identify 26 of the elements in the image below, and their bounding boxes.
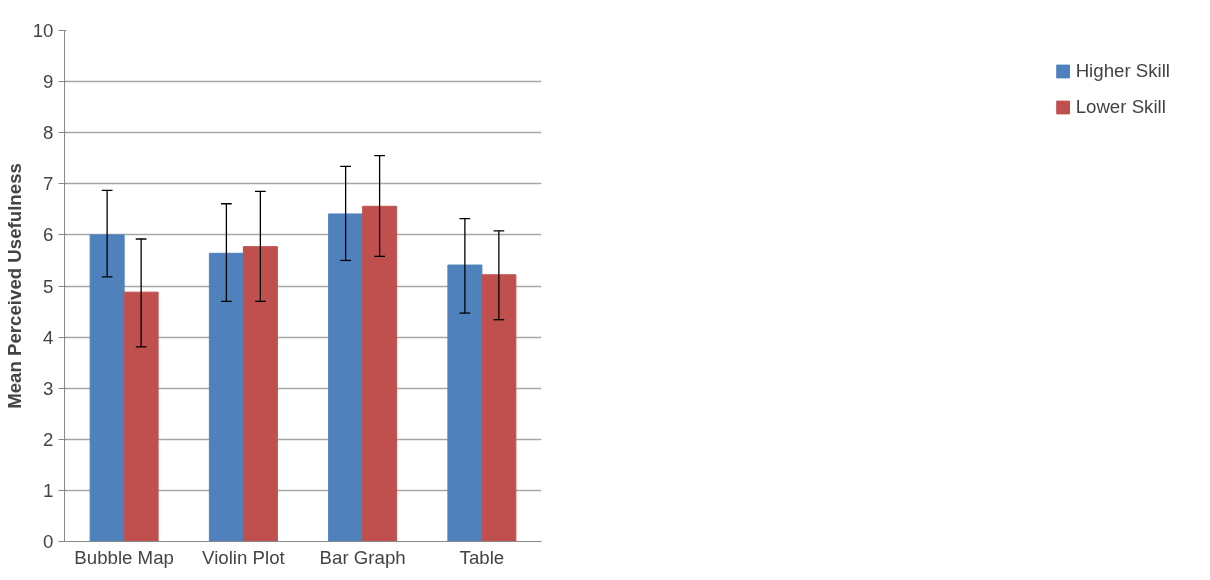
- y-tick-label: 2: [43, 428, 54, 450]
- y-tick-label: 8: [43, 122, 54, 144]
- y-tick-label: 5: [43, 275, 54, 297]
- bar: [208, 252, 244, 542]
- y-tick-label: 7: [43, 173, 54, 195]
- x-tick-label: Bubble Map: [74, 546, 174, 568]
- y-tick-label: 6: [43, 224, 54, 246]
- bar: [89, 234, 125, 542]
- x-tick-label: Bar Graph: [319, 546, 406, 568]
- y-tick-label: 3: [43, 377, 54, 399]
- bar: [328, 213, 364, 542]
- bar: [123, 291, 159, 542]
- bar: [447, 264, 483, 542]
- y-tick-label: 10: [32, 20, 54, 41]
- y-tick-label: 1: [43, 479, 54, 501]
- bar: [481, 274, 517, 542]
- y-axis-title: Mean Perceived Usefulness: [3, 163, 25, 409]
- y-tick-label: 9: [43, 71, 54, 93]
- bar: [242, 246, 278, 542]
- bar: [362, 205, 398, 542]
- x-tick-label: Table: [459, 546, 505, 568]
- legend-label: Lower Skill: [1075, 96, 1166, 118]
- legend-label: Higher Skill: [1075, 60, 1170, 82]
- y-tick-label: 0: [43, 531, 54, 552]
- x-tick-label: Violin Plot: [202, 546, 286, 568]
- y-tick-label: 4: [43, 326, 54, 348]
